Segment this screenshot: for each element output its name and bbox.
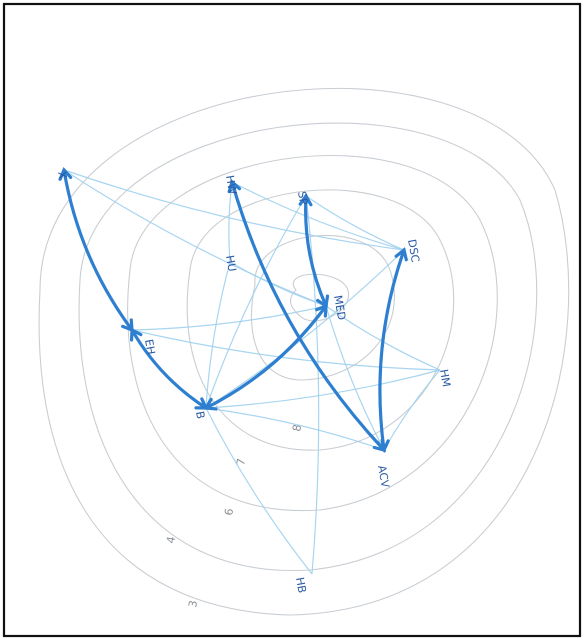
node-label: MED <box>331 294 348 321</box>
ring-label: 3 <box>186 599 200 608</box>
node-label: B <box>193 410 207 420</box>
weak-edge <box>231 181 405 251</box>
weak-edges <box>63 169 441 575</box>
weak-edge <box>63 169 327 307</box>
ring-labels: 8 7 6 4 3 <box>164 423 304 608</box>
strong-edge <box>230 180 386 452</box>
node-label: HW <box>223 174 239 195</box>
weak-edge <box>325 305 385 451</box>
weak-edge <box>205 407 385 451</box>
node-label: DSC <box>405 238 422 263</box>
weak-edge <box>305 195 405 251</box>
arrow-head <box>58 167 73 181</box>
weak-edge <box>305 195 320 575</box>
strong-edge <box>204 304 328 410</box>
weak-edge <box>205 407 313 575</box>
arrow-head <box>394 247 408 262</box>
weak-edge <box>205 261 231 409</box>
ring-5 <box>38 87 570 616</box>
node-label: HM <box>437 368 453 388</box>
arrow-head <box>298 193 313 207</box>
arrow-head <box>375 439 390 453</box>
ring-label: 8 <box>290 423 304 432</box>
strong-edge <box>62 168 134 332</box>
ring-label: 6 <box>222 507 236 516</box>
weak-edge <box>63 169 405 251</box>
arrow-head <box>316 294 330 309</box>
strong-edges <box>58 167 408 453</box>
strong-edge <box>378 248 406 452</box>
node-label: HB <box>293 576 309 594</box>
ring-3 <box>127 155 498 512</box>
node-label: SP <box>295 190 310 206</box>
arrow-head <box>227 179 242 194</box>
node-labels: X HW SP DSC HU MED EH HM B ACV HB <box>55 170 453 594</box>
ring-label: 4 <box>164 535 178 544</box>
ring-group <box>38 87 570 616</box>
node-label: ACV <box>375 464 392 489</box>
node-label: X <box>55 170 69 180</box>
node-label: EH <box>142 338 157 355</box>
weak-edge <box>131 305 327 331</box>
weak-edge <box>205 249 405 409</box>
ring-0 <box>289 273 350 322</box>
node-label: HU <box>223 254 239 272</box>
arrow-head <box>203 397 218 411</box>
arrow-head <box>129 327 143 342</box>
weak-edge <box>205 195 307 409</box>
ring-4 <box>78 122 538 572</box>
weak-edge <box>131 329 441 371</box>
ring-1 <box>250 234 396 381</box>
weak-edge <box>205 369 441 409</box>
ring-label: 7 <box>234 457 248 466</box>
strong-edge <box>304 194 328 308</box>
strong-edge <box>130 328 208 410</box>
